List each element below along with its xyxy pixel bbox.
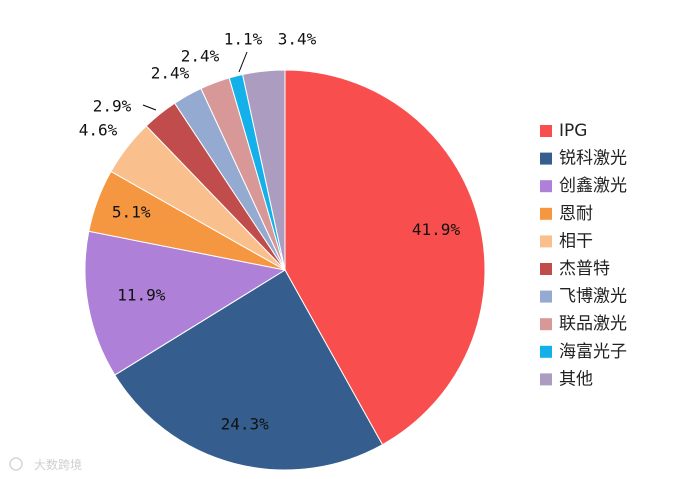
data-label-8: 2.4% — [181, 47, 220, 66]
legend-label-3: 创鑫激光 — [559, 176, 627, 196]
slice-2 — [114, 269, 384, 471]
legend-label-6: 杰普特 — [559, 259, 610, 279]
data-label-10: 3.4% — [278, 30, 317, 49]
leader-lines — [142, 51, 248, 111]
legend-swatch-2 — [540, 152, 552, 165]
legend-swatch-9 — [540, 345, 552, 358]
legend-swatch-4 — [540, 207, 552, 220]
legend-swatch-6 — [540, 263, 552, 275]
data-label-9: 1.1% — [224, 30, 263, 49]
legend-swatch-3 — [540, 180, 552, 193]
legend-swatch-8 — [540, 318, 552, 331]
leader-line-6 — [142, 104, 157, 111]
leader-line-9 — [238, 51, 248, 73]
watermark: 大数跨境 — [9, 457, 82, 472]
data-label-1: 41.9% — [412, 220, 461, 239]
legend-label-7: 飞博激光 — [559, 287, 627, 307]
legend-swatch-1 — [540, 125, 552, 137]
legend-label-8: 联品激光 — [559, 314, 627, 334]
slice-1 — [284, 69, 486, 446]
legend-label-5: 相干 — [559, 231, 593, 251]
legend-swatch-10 — [540, 373, 552, 386]
slice-10 — [242, 69, 286, 271]
data-label-3: 11.9% — [117, 286, 166, 305]
data-label-6: 2.9% — [93, 97, 132, 116]
data-labels: 41.9%24.3%11.9%5.1%4.6%2.9%2.4%2.4%1.1% 3… — [79, 30, 461, 434]
legend-label-2: 锐科激光 — [559, 149, 627, 169]
slice-3 — [84, 230, 287, 376]
data-label-7: 2.4% — [151, 64, 190, 83]
pie-slices — [84, 69, 486, 471]
legend-swatch-5 — [540, 235, 552, 248]
legend-label-9: 海富光子 — [559, 342, 627, 362]
watermark-text: 大数跨境 — [34, 457, 82, 472]
legend-swatch-7 — [540, 290, 552, 303]
legend-label-10: 其他 — [559, 369, 593, 389]
legend-label-4: 恩耐 — [559, 204, 593, 224]
data-label-2: 24.3% — [221, 414, 270, 433]
watermark-logo-icon — [9, 457, 23, 471]
data-label-4: 5.1% — [112, 203, 151, 222]
data-label-5: 4.6% — [79, 121, 118, 140]
legend-label-1: IPG — [559, 121, 587, 141]
